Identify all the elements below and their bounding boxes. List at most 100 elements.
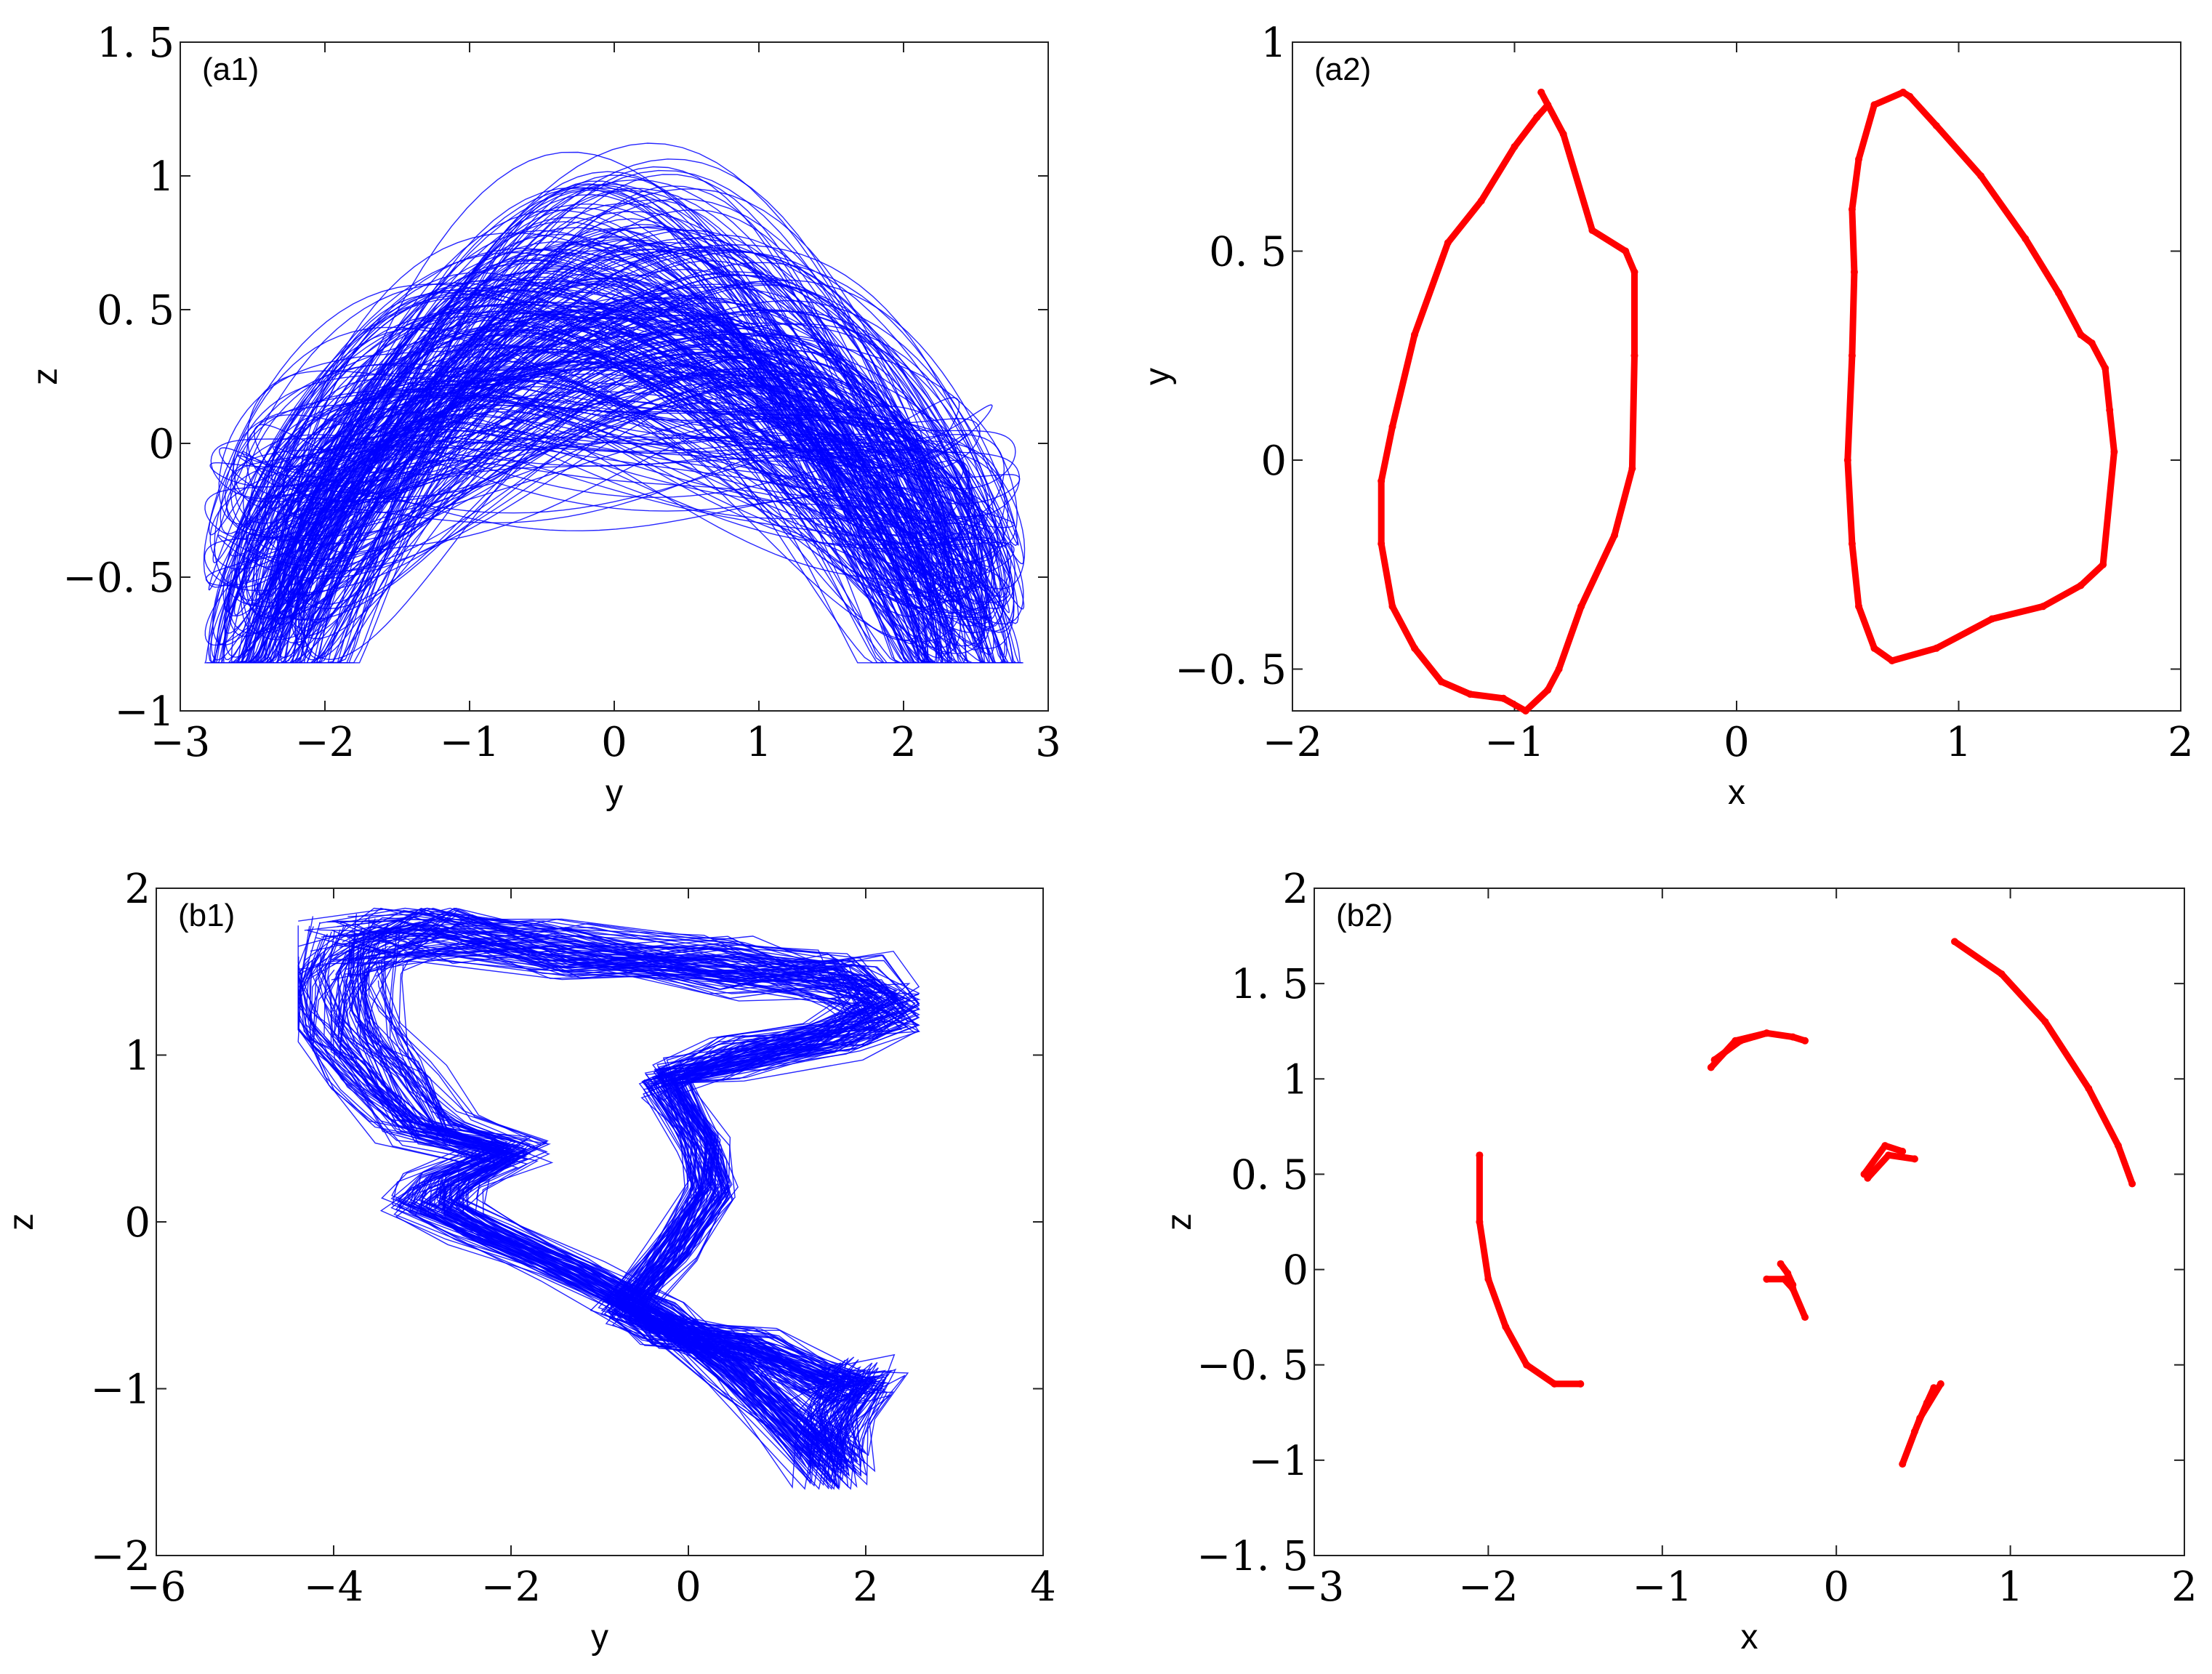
- trajectory-line: [224, 249, 1005, 613]
- trajectory-line: [204, 198, 1023, 664]
- section-point: [1906, 92, 1914, 100]
- section-point: [1988, 615, 1996, 623]
- section-point: [1801, 1313, 1809, 1321]
- y-tick-label: 1. 5: [1231, 961, 1308, 1008]
- plot-frame: [1314, 888, 2185, 1556]
- section-point: [1511, 142, 1519, 150]
- y-tick-label: 0: [1260, 438, 1287, 485]
- y-tick-label: 0: [1282, 1247, 1308, 1295]
- plot-frame: [156, 888, 1044, 1556]
- y-tick-label: 0: [124, 1199, 150, 1247]
- section-point: [1500, 694, 1508, 702]
- x-axis-label: x: [1741, 1618, 1758, 1657]
- x-tick-label: −3: [150, 719, 211, 766]
- section-point: [1555, 665, 1563, 673]
- section-point: [2022, 235, 2030, 243]
- poincare-section-curve: [1899, 1380, 1944, 1468]
- section-point: [1628, 464, 1636, 472]
- section-point: [1477, 197, 1485, 205]
- x-tick-label: 0: [601, 719, 627, 766]
- section-point: [1502, 1323, 1510, 1331]
- panel-label: (b1): [178, 898, 235, 933]
- section-point: [1777, 1260, 1785, 1268]
- section-point: [2106, 406, 2114, 414]
- panel-a2: −2 −1 0 1 2 −0. 5 0 0. 5 1 x y (a2): [1138, 20, 2194, 812]
- y-tick-label: −1. 5: [1197, 1533, 1308, 1580]
- x-tick-label: 0: [1724, 719, 1750, 766]
- x-tick-label: −1: [440, 719, 500, 766]
- section-point: [1848, 352, 1856, 360]
- x-tick-label: −2: [1458, 1564, 1519, 1611]
- section-point: [1864, 1174, 1872, 1182]
- section-point: [1476, 1218, 1484, 1226]
- y-tick-label: −1: [114, 688, 174, 736]
- trajectory-line: [267, 379, 962, 664]
- section-point: [1622, 247, 1630, 255]
- trajectory-line: [303, 346, 925, 664]
- section-point: [1533, 113, 1541, 121]
- section-point: [1378, 477, 1385, 485]
- trajectory-line: [339, 951, 920, 1468]
- panel-b1: −6 −4 −2 0 2 4 −2 −1 0 1 2 y z (b1): [2, 866, 1056, 1657]
- section-point: [1848, 206, 1856, 213]
- section-point: [1899, 1460, 1907, 1468]
- section-point: [1888, 657, 1896, 664]
- panel-label: (b2): [1336, 898, 1393, 933]
- section-point: [1630, 268, 1638, 276]
- x-tick-label: 2: [2171, 1564, 2197, 1611]
- x-tick-label: 0: [1823, 1564, 1849, 1611]
- x-tick-label: 1: [746, 719, 772, 766]
- trajectory-line: [252, 273, 977, 620]
- trajectory-line: [339, 922, 892, 1457]
- section-point: [1437, 677, 1445, 685]
- section-point: [1784, 1269, 1792, 1277]
- section-series: [1476, 938, 2136, 1468]
- trajectory-line: [299, 329, 929, 664]
- section-point: [1476, 1151, 1484, 1159]
- x-axis-label: y: [606, 773, 623, 812]
- section-point: [1523, 1361, 1531, 1369]
- section-point: [1998, 970, 2006, 978]
- section-point: [1466, 691, 1474, 698]
- section-series: [1378, 89, 2118, 715]
- section-point: [1707, 1063, 1715, 1071]
- section-point: [2077, 582, 2085, 589]
- panel-b2: −3 −2 −1 0 1 2 −1. 5 −1 −0. 5 0 0. 5 1 1. 5 2 x z (b2): [1160, 866, 2197, 1657]
- section-point: [1885, 1151, 1892, 1159]
- x-tick-label: 2: [2168, 719, 2194, 766]
- trajectory-line: [285, 174, 944, 664]
- y-tick-label: 1: [1260, 20, 1287, 67]
- y-tick-label: −0. 5: [1175, 647, 1287, 694]
- section-point: [1577, 1380, 1585, 1388]
- trajectory-line: [206, 249, 1022, 664]
- section-point: [2110, 448, 2118, 456]
- y-tick-label: 0. 5: [1231, 1151, 1308, 1199]
- x-tick-label: 4: [1030, 1564, 1056, 1611]
- trajectory-line: [209, 251, 1019, 547]
- section-point: [1848, 540, 1856, 547]
- poincare-section-curve: [1476, 1151, 1584, 1388]
- section-point: [1910, 1428, 1918, 1436]
- trajectory-line: [297, 913, 916, 1463]
- section-point: [1855, 156, 1862, 163]
- x-tick-label: −3: [1284, 1564, 1345, 1611]
- section-point: [1855, 603, 1862, 611]
- y-tick-label: −0. 5: [1197, 1343, 1308, 1390]
- section-point: [1710, 1056, 1718, 1064]
- section-point: [1444, 239, 1452, 246]
- panel-label: (a2): [1314, 52, 1371, 87]
- section-point: [1930, 1384, 1938, 1392]
- section-point: [1951, 938, 1958, 946]
- section-point: [2099, 560, 2107, 568]
- trajectory-line: [306, 309, 923, 664]
- trajectory-line: [307, 919, 920, 1457]
- poincare-section-curve: [1951, 938, 2136, 1187]
- section-point: [1588, 226, 1596, 234]
- section-point: [1577, 603, 1585, 611]
- section-point: [1388, 603, 1396, 611]
- trajectory-line: [211, 187, 1018, 661]
- section-point: [1977, 172, 1985, 180]
- y-tick-label: 2: [1282, 866, 1308, 913]
- section-point: [1789, 1281, 1797, 1289]
